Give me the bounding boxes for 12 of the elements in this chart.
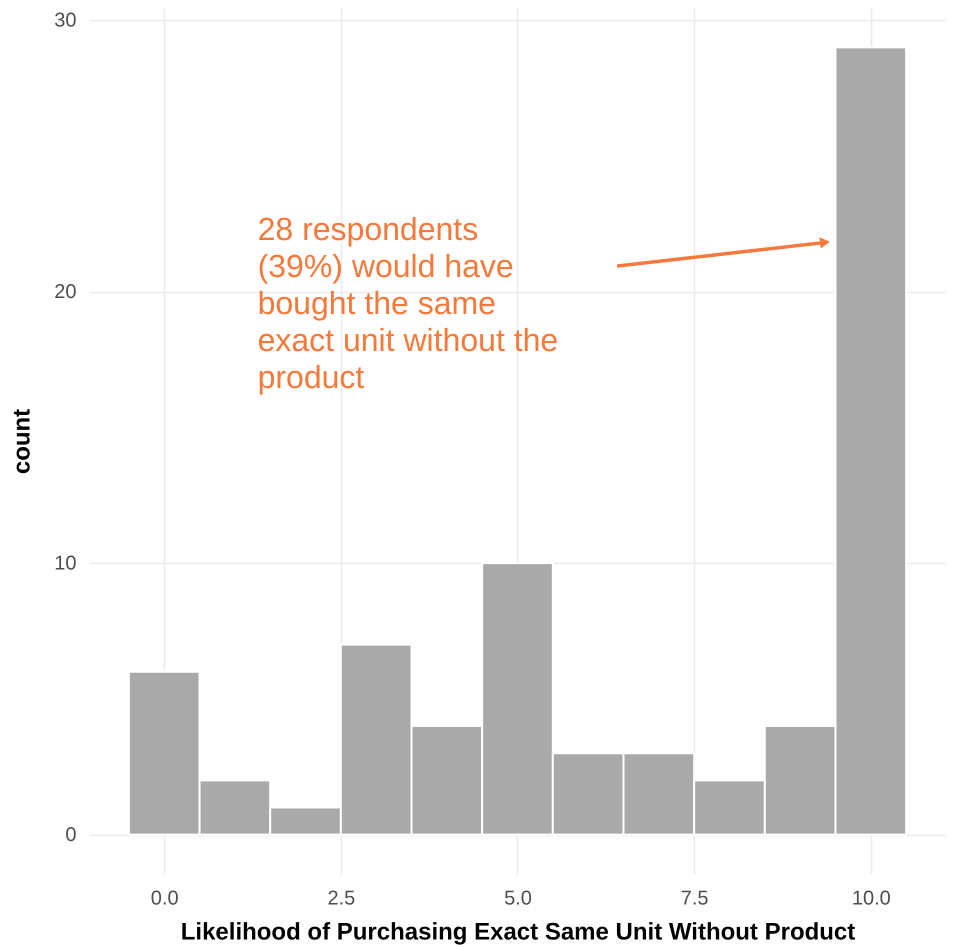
x-axis-title: Likelihood of Purchasing Exact Same Unit Without Product: [180, 918, 856, 946]
x-tick-label: 5.0: [504, 888, 532, 910]
y-tick-label: 0: [65, 824, 76, 846]
annotation: 28 respondents (39%) would have bought the same exact unit without the product: [258, 210, 558, 395]
x-tick-label: 2.5: [327, 888, 356, 910]
y-tick-label: 20: [54, 281, 76, 304]
x-tick-label: 10.0: [852, 888, 891, 910]
x-tick-label: 0.0: [150, 888, 179, 910]
y-axis-title: count: [8, 408, 36, 474]
y-tick-label: 10: [54, 552, 76, 575]
x-tick-label: 7.5: [680, 888, 709, 910]
y-tick-label: 30: [54, 10, 76, 32]
